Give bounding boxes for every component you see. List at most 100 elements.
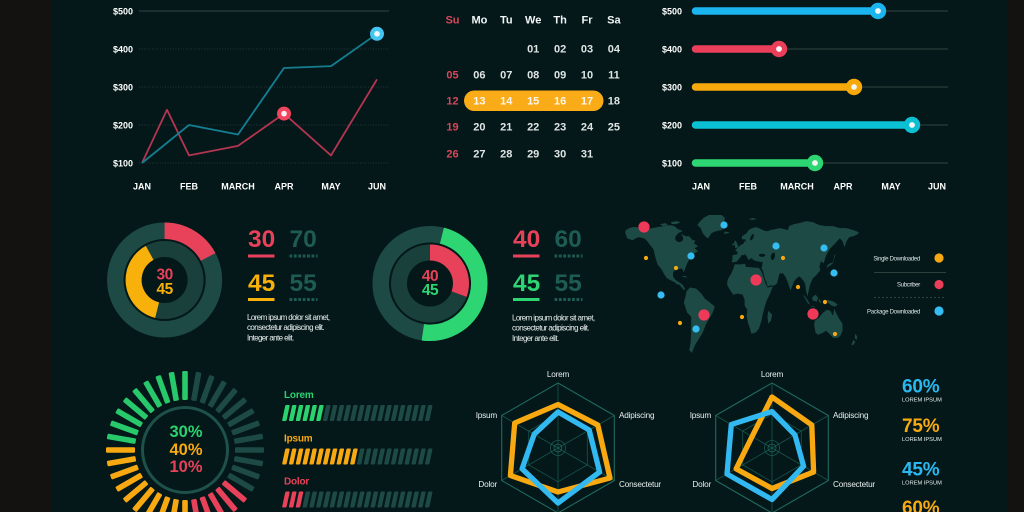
svg-text:Th: Th bbox=[553, 15, 567, 27]
svg-text:Subcriber: Subcriber bbox=[897, 283, 920, 289]
svg-text:29: 29 bbox=[527, 148, 539, 160]
svg-text:11: 11 bbox=[608, 70, 620, 82]
svg-text:10%: 10% bbox=[169, 458, 202, 476]
svg-text:23: 23 bbox=[554, 122, 566, 134]
svg-text:Tu: Tu bbox=[500, 15, 513, 27]
svg-text:70: 70 bbox=[290, 226, 317, 253]
svg-text:Dolor: Dolor bbox=[692, 480, 711, 489]
svg-text:FEB: FEB bbox=[180, 182, 199, 192]
svg-text:Su: Su bbox=[445, 15, 459, 27]
svg-text:APR: APR bbox=[833, 182, 853, 192]
svg-text:Dolor: Dolor bbox=[478, 480, 497, 489]
svg-text:19: 19 bbox=[446, 122, 458, 134]
svg-text:Lorem ipsum dolor sit amet,: Lorem ipsum dolor sit amet, bbox=[512, 314, 595, 323]
svg-text:17: 17 bbox=[581, 96, 593, 108]
svg-text:$200: $200 bbox=[662, 121, 682, 131]
svg-text:55: 55 bbox=[555, 270, 582, 297]
svg-text:JUN: JUN bbox=[928, 182, 946, 192]
svg-text:40%: 40% bbox=[169, 441, 202, 459]
svg-text:Single Downloaded: Single Downloaded bbox=[873, 257, 920, 263]
svg-text:40: 40 bbox=[422, 268, 438, 285]
svg-text:20: 20 bbox=[473, 122, 485, 134]
svg-text:75%: 75% bbox=[902, 416, 940, 437]
svg-text:$400: $400 bbox=[662, 45, 682, 55]
svg-text:45: 45 bbox=[156, 281, 173, 298]
svg-text:60%: 60% bbox=[902, 377, 940, 398]
svg-text:12: 12 bbox=[446, 96, 458, 108]
svg-text:60: 60 bbox=[555, 226, 582, 253]
svg-text:Consectetur: Consectetur bbox=[833, 480, 875, 489]
svg-text:18: 18 bbox=[608, 96, 620, 108]
svg-text:Ipsum: Ipsum bbox=[690, 411, 712, 420]
svg-text:25: 25 bbox=[608, 122, 620, 134]
svg-text:Integer ante elit.: Integer ante elit. bbox=[512, 334, 559, 343]
svg-text:30: 30 bbox=[554, 148, 566, 160]
svg-text:Lorem: Lorem bbox=[284, 390, 314, 401]
svg-text:13: 13 bbox=[473, 96, 485, 108]
svg-text:Adipiscing: Adipiscing bbox=[619, 411, 655, 420]
svg-text:15: 15 bbox=[527, 96, 539, 108]
svg-text:21: 21 bbox=[500, 122, 512, 134]
svg-text:09: 09 bbox=[554, 70, 566, 82]
svg-text:22: 22 bbox=[527, 122, 539, 134]
svg-text:08: 08 bbox=[527, 70, 539, 82]
svg-text:55: 55 bbox=[290, 270, 317, 297]
svg-text:FEB: FEB bbox=[739, 182, 758, 192]
svg-text:14: 14 bbox=[500, 96, 513, 108]
svg-text:APR: APR bbox=[274, 182, 294, 192]
svg-text:$500: $500 bbox=[113, 7, 133, 17]
svg-text:Lorem: Lorem bbox=[761, 370, 784, 379]
svg-text:$100: $100 bbox=[113, 159, 133, 169]
svg-text:40: 40 bbox=[513, 226, 540, 253]
svg-text:$400: $400 bbox=[113, 45, 133, 55]
svg-text:Ipsum: Ipsum bbox=[476, 411, 498, 420]
svg-text:45: 45 bbox=[248, 270, 275, 297]
svg-text:Dolor: Dolor bbox=[284, 477, 309, 488]
svg-text:27: 27 bbox=[473, 148, 485, 160]
svg-text:Fr: Fr bbox=[582, 15, 594, 27]
svg-text:LOREM IPSUM: LOREM IPSUM bbox=[902, 398, 942, 404]
svg-text:Ipsum: Ipsum bbox=[284, 434, 313, 445]
svg-text:16: 16 bbox=[554, 96, 566, 108]
svg-text:$100: $100 bbox=[662, 159, 682, 169]
svg-text:Integer ante elit.: Integer ante elit. bbox=[247, 333, 294, 342]
svg-text:45%: 45% bbox=[902, 460, 940, 481]
svg-text:05: 05 bbox=[446, 70, 458, 82]
svg-text:We: We bbox=[525, 15, 541, 27]
svg-text:45: 45 bbox=[513, 270, 540, 297]
svg-text:MARCH: MARCH bbox=[780, 182, 814, 192]
svg-text:Adipiscing: Adipiscing bbox=[833, 411, 869, 420]
svg-text:60%: 60% bbox=[902, 498, 940, 512]
svg-text:JUN: JUN bbox=[368, 182, 386, 192]
svg-text:LOREM IPSUM: LOREM IPSUM bbox=[902, 481, 942, 487]
svg-text:06: 06 bbox=[473, 70, 485, 82]
svg-text:30: 30 bbox=[156, 267, 172, 284]
svg-text:LOREM IPSUM: LOREM IPSUM bbox=[902, 437, 942, 443]
svg-text:31: 31 bbox=[581, 148, 593, 160]
svg-text:Lorem: Lorem bbox=[547, 370, 570, 379]
svg-text:JAN: JAN bbox=[692, 182, 710, 192]
svg-text:Sa: Sa bbox=[607, 15, 621, 27]
svg-text:07: 07 bbox=[500, 70, 512, 82]
svg-text:30: 30 bbox=[248, 226, 275, 253]
svg-text:02: 02 bbox=[554, 44, 566, 56]
svg-text:$300: $300 bbox=[113, 83, 133, 93]
svg-text:MAY: MAY bbox=[321, 182, 340, 192]
svg-text:$300: $300 bbox=[662, 83, 682, 93]
svg-text:JAN: JAN bbox=[133, 182, 151, 192]
svg-text:MAY: MAY bbox=[881, 182, 900, 192]
svg-text:Lorem ipsum dolor sit amet,: Lorem ipsum dolor sit amet, bbox=[247, 313, 330, 322]
svg-text:24: 24 bbox=[581, 122, 594, 134]
svg-text:01: 01 bbox=[527, 44, 539, 56]
svg-text:03: 03 bbox=[581, 44, 593, 56]
svg-text:$500: $500 bbox=[662, 7, 682, 17]
svg-text:45: 45 bbox=[422, 282, 439, 299]
svg-text:MARCH: MARCH bbox=[221, 182, 255, 192]
svg-text:Package Downloaded: Package Downloaded bbox=[867, 310, 920, 316]
svg-text:$200: $200 bbox=[113, 121, 133, 131]
svg-text:04: 04 bbox=[608, 44, 621, 56]
svg-text:consectetur adipiscing elit.: consectetur adipiscing elit. bbox=[247, 323, 324, 332]
svg-text:28: 28 bbox=[500, 148, 512, 160]
svg-text:consectetur adipiscing elit.: consectetur adipiscing elit. bbox=[512, 324, 589, 333]
svg-text:Consectetur: Consectetur bbox=[619, 480, 661, 489]
